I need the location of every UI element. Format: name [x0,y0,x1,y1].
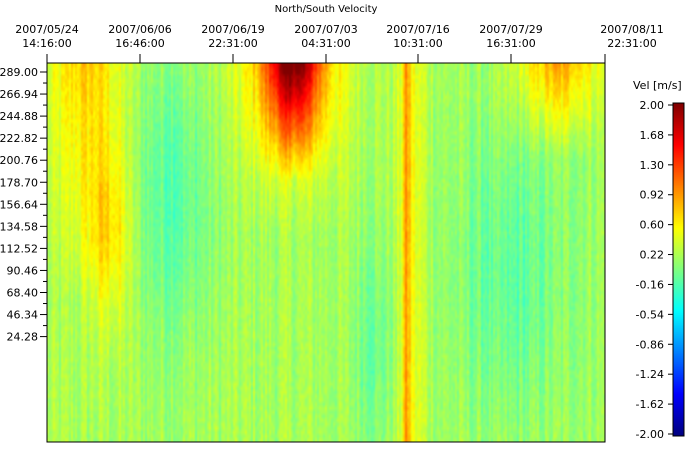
heatmap-plot [46,62,606,443]
colorbar-tick-label: 0.60 [640,219,665,232]
y-tick-label: 222.82 [0,132,38,145]
colorbar-tick-label: -0.86 [636,338,664,351]
y-tick-label: 24.28 [7,331,39,344]
colorbar-tick-label: -1.62 [636,398,664,411]
y-tick-label: 134.58 [0,220,38,233]
x-tick-date: 2007/08/11 [600,23,663,36]
heatmap-image [47,63,605,442]
y-tick-label: 156.64 [0,198,38,211]
y-tick-label: 289.00 [0,66,38,79]
x-tick-time: 14:16:00 [22,37,71,50]
y-tick-label: 244.88 [0,110,38,123]
chart-title: North/South Velocity [275,4,378,15]
x-tick-date: 2007/06/06 [108,23,171,36]
x-tick-time: 10:31:00 [393,37,442,50]
colorbar: Vel [m/s] 2.00 1.68 1.30 0.92 0.60 0.22 -0.16 -… [633,79,685,441]
colorbar-tick-label: -2.00 [636,428,664,441]
y-tick-label: 266.94 [0,88,38,101]
x-tick-date: 2007/07/29 [479,23,542,36]
y-tick-label: 68.40 [7,287,39,300]
x-tick-time: 22:31:00 [208,37,257,50]
y-axis: 289.00 266.94 244.88 222.82 200.76 178.70 156.… [0,66,47,344]
x-tick-time: 22:31:00 [607,37,656,50]
x-tick-date: 2007/07/03 [294,23,357,36]
x-tick-date: 2007/05/24 [15,23,78,36]
y-tick-label: 46.34 [7,309,39,322]
x-tick-time: 16:46:00 [115,37,164,50]
colorbar-tick-label: -0.54 [636,308,664,321]
y-tick-label: 178.70 [0,176,38,189]
colorbar-tick-label: -1.24 [636,368,664,381]
y-tick-label: 90.46 [7,264,39,277]
colorbar-tick-label: 0.92 [640,189,665,202]
x-tick-time: 04:31:00 [301,37,350,50]
x-tick-date: 2007/07/16 [386,23,449,36]
colorbar-frame [672,102,685,437]
colorbar-gradient [673,103,684,436]
x-tick-time: 16:31:00 [486,37,535,50]
colorbar-tick-label: -0.16 [636,278,664,291]
colorbar-ticks: 2.00 1.68 1.30 0.92 0.60 0.22 -0.16 -0.54 -0.86 -… [636,99,673,441]
x-tick-date: 2007/06/19 [201,23,264,36]
y-tick-label: 112.52 [0,242,38,255]
colorbar-tick-label: 0.22 [640,249,665,262]
colorbar-tick-label: 2.00 [640,99,665,112]
y-tick-label: 200.76 [0,154,38,167]
colorbar-tick-label: 1.30 [640,159,665,172]
colorbar-label: Vel [m/s] [633,79,682,92]
colorbar-tick-label: 1.68 [640,129,665,142]
